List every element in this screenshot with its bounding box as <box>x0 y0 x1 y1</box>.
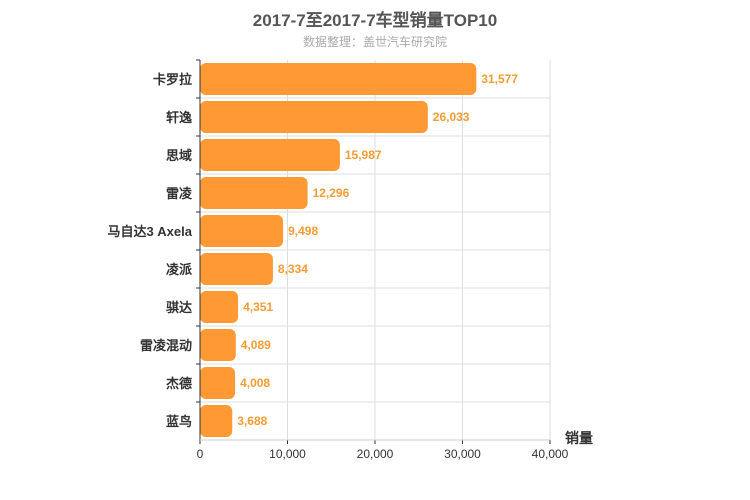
category-label: 蓝鸟 <box>166 414 192 429</box>
x-tick-label: 20,000 <box>357 447 394 461</box>
x-tick-label: 40,000 <box>532 447 569 461</box>
bar <box>200 329 236 361</box>
data-label: 4,351 <box>243 300 273 314</box>
category-label: 思域 <box>166 148 192 163</box>
bar <box>200 405 233 437</box>
category-label: 马自达3 Axela <box>107 224 192 239</box>
data-label: 4,008 <box>240 376 270 390</box>
bar <box>200 139 340 171</box>
chart-subtitle: 数据整理：盖世汽车研究院 <box>302 35 447 49</box>
data-label: 9,498 <box>288 224 318 238</box>
bar <box>200 291 239 323</box>
data-label: 8,334 <box>278 262 308 276</box>
bar <box>200 177 308 209</box>
category-label: 雷凌 <box>166 186 193 201</box>
data-label: 31,577 <box>481 72 518 86</box>
category-label: 凌派 <box>166 262 193 277</box>
bar <box>200 253 273 285</box>
bar <box>200 101 428 133</box>
data-label: 26,033 <box>433 110 470 124</box>
category-label: 卡罗拉 <box>153 72 192 87</box>
x-tick-label: 10,000 <box>269 447 306 461</box>
data-labels: 31,577 26,033 15,987 12,296 9,498 8,334 4,351 4… <box>237 72 518 428</box>
data-label: 4,089 <box>241 338 271 352</box>
x-tick-label: 30,000 <box>444 447 481 461</box>
x-axis-title: 销量 <box>565 430 593 446</box>
x-tick-labels: 0 10,000 20,000 30,000 40,000 <box>197 440 569 461</box>
data-label: 15,987 <box>345 148 382 162</box>
category-label: 雷凌混动 <box>140 338 192 353</box>
data-label: 3,688 <box>237 414 267 428</box>
x-tick-label: 0 <box>197 447 204 461</box>
data-label: 12,296 <box>313 186 350 200</box>
category-label: 杰德 <box>166 376 192 391</box>
bar <box>200 63 477 95</box>
bar <box>200 215 284 247</box>
bars <box>196 59 477 437</box>
bar <box>200 367 236 399</box>
chart-title: 2017-7至2017-7车型销量TOP10 <box>252 11 498 30</box>
category-label: 骐达 <box>166 300 192 315</box>
category-label: 轩逸 <box>166 110 192 125</box>
